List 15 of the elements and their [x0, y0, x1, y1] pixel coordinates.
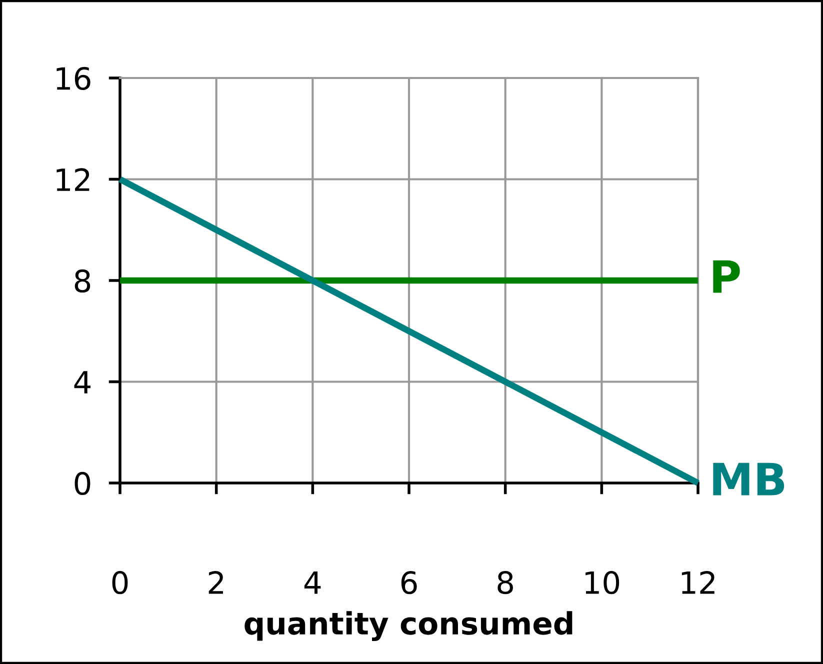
y-tick-label: 8: [74, 269, 90, 293]
x-tick-label: 2: [208, 571, 223, 594]
y-tick-label: 4: [74, 371, 91, 394]
x-tick-label: 6: [401, 571, 417, 594]
x-tick-label: 10: [586, 571, 620, 594]
series-label: P: [713, 260, 740, 293]
x-tick-label: 12: [682, 571, 714, 594]
y-tick-label: 12: [56, 168, 90, 191]
x-tick-label: 4: [304, 571, 321, 594]
x-tick-label: 8: [498, 571, 513, 594]
y-tick-label: 0: [74, 472, 90, 496]
y-tick-label: 16: [56, 66, 90, 90]
x-tick-label: 0: [112, 571, 128, 594]
x-axis-title: quantity consumed: [244, 611, 572, 641]
series-label: MB: [713, 462, 784, 496]
